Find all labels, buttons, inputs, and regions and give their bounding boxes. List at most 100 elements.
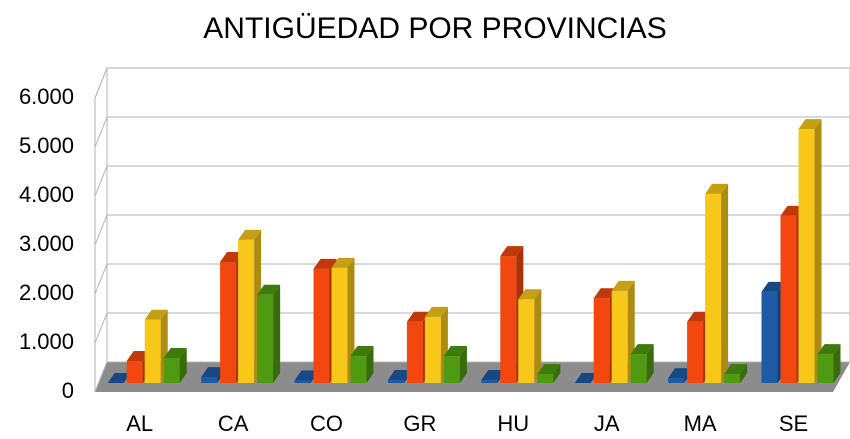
bar-top-shade — [406, 311, 430, 322]
bar-front — [257, 294, 274, 383]
bar-top-shade — [257, 284, 281, 295]
bar-front — [481, 380, 498, 383]
floor — [95, 362, 850, 392]
bar-top — [126, 350, 150, 361]
bar-front — [220, 261, 237, 383]
bar-top-shade — [724, 364, 748, 375]
grid-line — [94, 67, 850, 99]
x-tick-label: SE — [779, 411, 808, 436]
bar-side — [347, 257, 355, 383]
bar-front — [518, 299, 535, 383]
bar-side-shade — [366, 346, 374, 383]
bar-top-shade — [500, 246, 524, 257]
bar-top — [331, 257, 355, 268]
bar-top-shade — [220, 251, 244, 262]
bar-top — [611, 280, 635, 291]
bar — [518, 289, 542, 383]
bar-front — [500, 256, 517, 383]
bar-top-shade — [201, 367, 225, 378]
bar-front — [424, 316, 441, 383]
y-tick-label: 2.000 — [19, 280, 74, 305]
bar-side — [179, 348, 187, 383]
bar-top-shade — [630, 344, 654, 355]
bar-front — [798, 129, 815, 383]
bar-top — [294, 370, 318, 381]
bar-top — [537, 364, 561, 375]
bar — [630, 344, 654, 383]
bar-front — [238, 239, 255, 383]
bar-side-shade — [273, 284, 281, 383]
bar-front — [593, 298, 610, 383]
bar-side — [646, 344, 654, 383]
bar-top-shade — [387, 370, 411, 381]
bar-front — [350, 356, 367, 383]
x-tick-label: JA — [594, 411, 620, 436]
bar-front — [443, 356, 460, 383]
bar-top — [687, 311, 711, 322]
bar-top — [761, 281, 785, 292]
bar-front — [537, 374, 554, 383]
bar-top — [313, 258, 337, 269]
bar-top-shade — [350, 346, 374, 357]
bar-top — [705, 183, 729, 194]
y-tick-label: 5.000 — [19, 133, 74, 158]
bar-top-shade — [817, 344, 841, 355]
bar — [257, 284, 281, 383]
bar-top-shade — [424, 306, 448, 317]
y-tick-label: 1.000 — [19, 329, 74, 354]
bar-side — [366, 346, 374, 383]
bar-front — [687, 321, 704, 383]
bar-front — [630, 354, 647, 383]
bar-top — [668, 368, 692, 379]
bar-front — [817, 354, 834, 383]
x-tick-label: MA — [684, 411, 717, 436]
bar-top-shade — [705, 183, 729, 194]
bar-top — [201, 367, 225, 378]
bar-top-shade — [761, 281, 785, 292]
bar-top — [406, 311, 430, 322]
bar — [107, 373, 131, 383]
bar-top-shade — [144, 309, 168, 320]
bar — [705, 183, 729, 383]
bar — [537, 364, 561, 383]
bar-front — [313, 268, 330, 383]
bar-top — [798, 119, 822, 130]
y-tick-label: 3.000 — [19, 231, 74, 256]
bar-front — [201, 377, 218, 383]
bar-top — [350, 346, 374, 357]
y-tick-label: 4.000 — [19, 182, 74, 207]
x-tick-label: HU — [497, 411, 529, 436]
bar-top-shade — [518, 289, 542, 300]
bar-side-shade — [534, 289, 542, 383]
bar-top-shade — [238, 229, 262, 240]
bar-top — [817, 344, 841, 355]
bar-side-shade — [833, 344, 841, 383]
bar-top — [443, 346, 467, 357]
grid-line — [94, 214, 850, 246]
grid-line — [94, 165, 850, 197]
bar-top — [220, 251, 244, 262]
bar — [724, 364, 748, 383]
bar-top-shade — [537, 364, 561, 375]
bar-top — [424, 306, 448, 317]
bar-top — [481, 370, 505, 381]
bar-front — [144, 319, 161, 383]
chart-title: ANTIGÜEDAD POR PROVINCIAS — [203, 12, 666, 45]
bar-front — [387, 380, 404, 383]
grid-line — [94, 116, 850, 148]
x-tick-label: GR — [403, 411, 436, 436]
bar-top — [163, 348, 187, 359]
bar-top — [593, 288, 617, 299]
bar-side — [553, 364, 561, 383]
bar-front — [611, 290, 628, 383]
bar-top — [257, 284, 281, 295]
bar-front — [294, 380, 311, 383]
y-tick-label: 0 — [62, 378, 74, 403]
bar-side-shade — [347, 257, 355, 383]
bar-side — [740, 364, 748, 383]
bar-top-shade — [313, 258, 337, 269]
bar-top-shade — [687, 311, 711, 322]
bar-top — [780, 205, 804, 216]
bar-top-shade — [668, 368, 692, 379]
bar-side — [459, 346, 467, 383]
